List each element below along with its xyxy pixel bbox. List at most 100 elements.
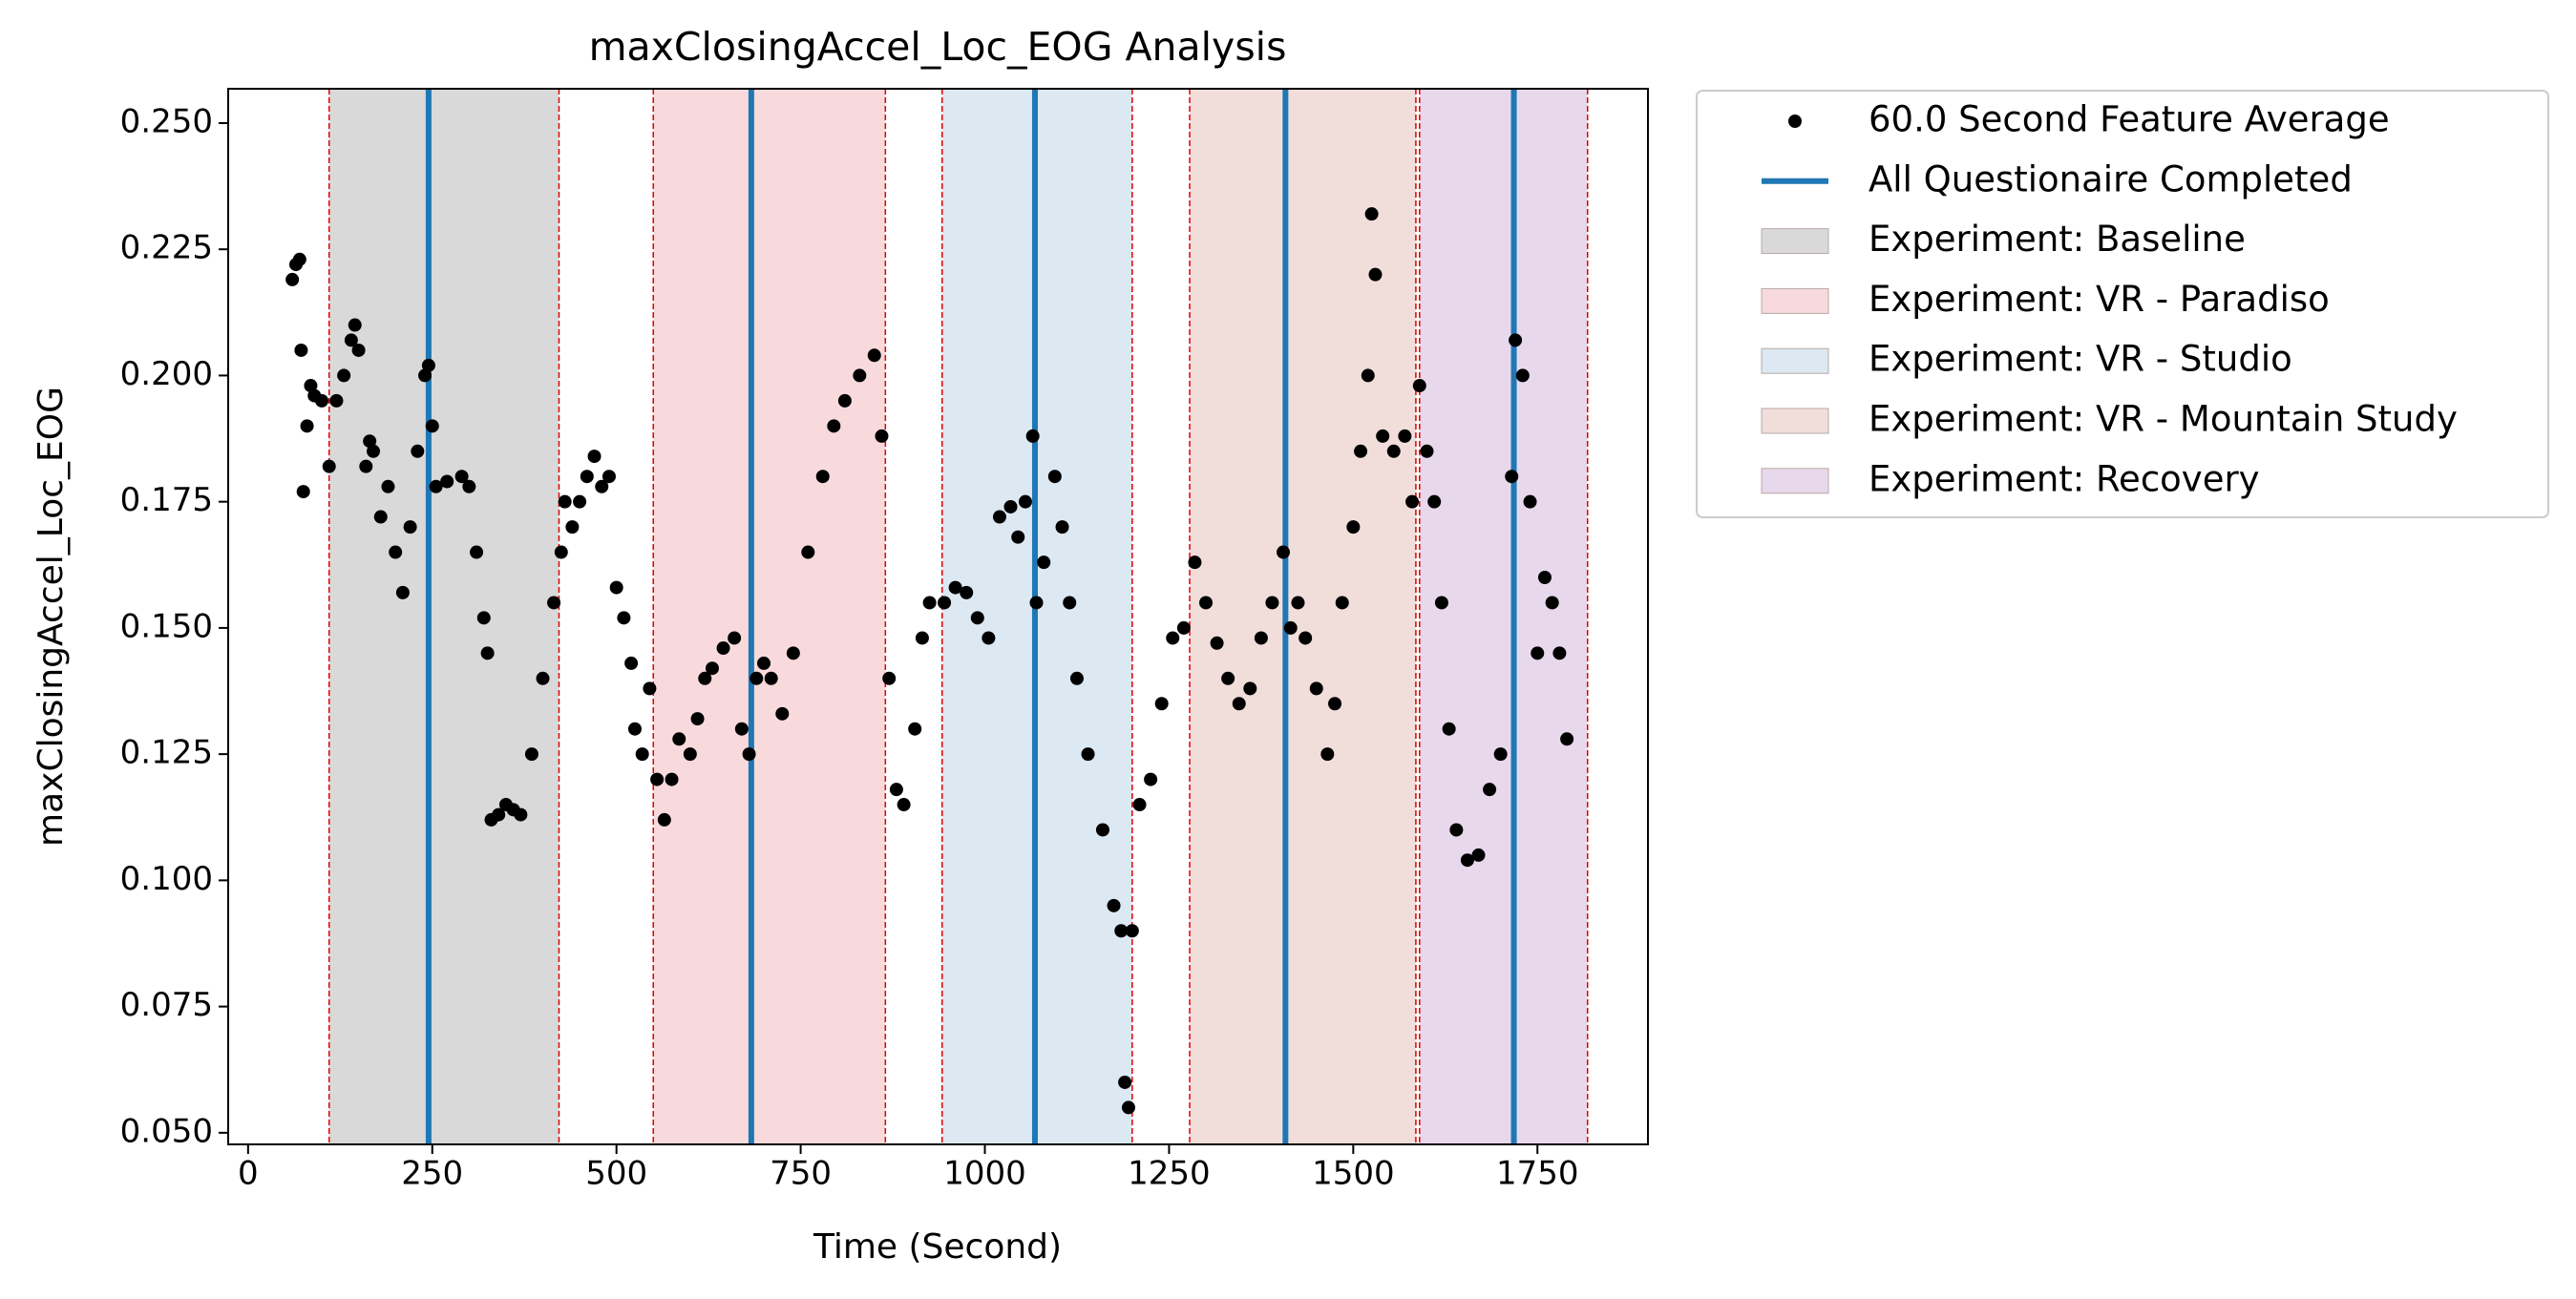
- data-point: [897, 798, 911, 812]
- data-point: [1254, 631, 1268, 645]
- x-tick-label: 250: [401, 1155, 463, 1193]
- data-point: [889, 783, 903, 797]
- data-point: [853, 368, 867, 383]
- data-point: [1442, 722, 1456, 736]
- data-point: [1037, 555, 1051, 570]
- data-point: [359, 459, 373, 473]
- data-point: [1176, 620, 1191, 635]
- data-point: [292, 252, 306, 266]
- y-tick-label: 0.150: [120, 607, 213, 645]
- data-point: [367, 444, 381, 458]
- data-point: [970, 611, 984, 625]
- data-point: [480, 646, 495, 660]
- data-point: [1121, 1100, 1135, 1115]
- data-point: [1449, 823, 1464, 837]
- data-point: [602, 470, 616, 484]
- legend-label: All Questionaire Completed: [1869, 158, 2353, 199]
- data-point: [1277, 545, 1291, 559]
- data-point: [300, 419, 314, 433]
- data-point: [1320, 747, 1335, 762]
- data-point: [1283, 620, 1298, 635]
- data-point: [1560, 732, 1574, 746]
- data-point: [1047, 470, 1062, 484]
- data-point: [1095, 823, 1109, 837]
- data-point: [908, 722, 922, 736]
- data-point: [587, 450, 602, 464]
- data-point: [635, 747, 649, 762]
- span: [328, 89, 560, 1144]
- data-point: [1114, 924, 1129, 938]
- data-point: [1069, 671, 1084, 685]
- data-point: [837, 393, 852, 408]
- data-point: [524, 747, 538, 762]
- legend-box: [1696, 90, 2549, 518]
- data-point: [627, 722, 642, 736]
- data-point: [573, 494, 587, 509]
- data-point: [764, 671, 778, 685]
- data-point: [554, 545, 568, 559]
- data-point: [1427, 494, 1442, 509]
- data-point: [1505, 470, 1519, 484]
- data-point: [348, 318, 362, 332]
- data-point: [1003, 499, 1018, 513]
- legend-label: Experiment: Recovery: [1869, 458, 2260, 499]
- data-point: [1398, 429, 1412, 443]
- data-point: [1243, 681, 1257, 696]
- data-point: [1309, 681, 1323, 696]
- data-point: [344, 333, 358, 347]
- legend-marker: [1761, 468, 1829, 494]
- chart-title: maxClosingAccel_Loc_EOG Analysis: [589, 24, 1287, 70]
- data-point: [801, 545, 815, 559]
- data-point: [1118, 1075, 1132, 1089]
- data-point: [948, 580, 962, 595]
- data-point: [421, 358, 435, 372]
- y-tick-label: 0.225: [120, 229, 213, 267]
- data-point: [322, 459, 336, 473]
- data-point: [1515, 368, 1530, 383]
- x-tick-label: 1250: [1128, 1155, 1211, 1193]
- data-point: [1405, 494, 1420, 509]
- data-point: [1299, 631, 1313, 645]
- data-point: [470, 545, 484, 559]
- data-point: [875, 429, 889, 443]
- y-tick-label: 0.100: [120, 860, 213, 898]
- data-point: [389, 545, 403, 559]
- data-point: [558, 494, 572, 509]
- data-point: [1471, 848, 1486, 862]
- data-point: [337, 368, 351, 383]
- data-point: [536, 671, 550, 685]
- data-point: [418, 368, 433, 383]
- data-point: [757, 656, 771, 670]
- data-point: [657, 812, 671, 827]
- data-point: [1221, 671, 1235, 685]
- data-point: [425, 419, 439, 433]
- data-point: [1552, 646, 1567, 660]
- data-point: [440, 474, 454, 489]
- data-point: [867, 348, 881, 363]
- span: [1419, 89, 1588, 1144]
- data-point: [1144, 772, 1158, 786]
- data-point: [1386, 444, 1401, 458]
- data-point: [705, 661, 719, 676]
- data-point: [1493, 747, 1508, 762]
- data-point: [1132, 798, 1147, 812]
- data-point: [734, 722, 749, 736]
- data-point: [1328, 697, 1342, 711]
- data-point: [1166, 631, 1180, 645]
- data-point: [938, 596, 952, 610]
- data-point: [595, 479, 609, 493]
- data-point: [395, 585, 410, 599]
- data-point: [462, 479, 476, 493]
- data-point: [815, 470, 830, 484]
- data-point: [403, 520, 417, 534]
- data-point: [698, 671, 712, 685]
- data-point: [363, 434, 377, 449]
- data-point: [547, 596, 561, 610]
- data-point: [742, 747, 756, 762]
- data-point: [304, 379, 318, 393]
- data-point: [1346, 520, 1361, 534]
- y-tick-label: 0.050: [120, 1112, 213, 1150]
- data-point: [690, 712, 705, 726]
- data-point: [476, 611, 491, 625]
